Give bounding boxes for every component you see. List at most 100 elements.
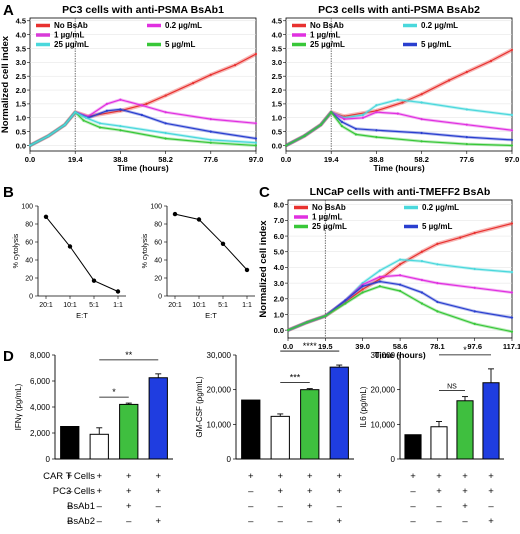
bar: [456, 400, 474, 460]
data-point: [209, 130, 212, 133]
y-tick-label: 40: [154, 258, 162, 265]
condition-sign: –: [462, 516, 468, 527]
significance-label: NS: [447, 384, 457, 391]
condition-sign: –: [248, 516, 254, 527]
x-tick-label: 39.0: [355, 342, 370, 351]
data-point: [396, 112, 399, 115]
data-point: [473, 286, 476, 289]
data-point: [82, 119, 85, 122]
y-axis-label: Normalized cell index: [0, 35, 11, 133]
data-point: [473, 231, 476, 235]
data-point: [465, 142, 468, 146]
data-point: [254, 144, 258, 147]
plot-frame: [285, 17, 513, 152]
data-point: [344, 299, 347, 302]
data-point: [378, 275, 381, 278]
data-point: [105, 102, 108, 105]
x-tick-label: 58.2: [414, 155, 429, 164]
data-point: [233, 64, 237, 67]
y-tick-label: 5.0: [274, 248, 284, 257]
x-tick-label: 0.0: [283, 342, 293, 351]
y-tick-label: 0: [46, 455, 51, 464]
y-tick-label: 0: [158, 294, 162, 301]
data-point: [361, 285, 364, 288]
y-tick-label: 7.0: [274, 216, 284, 225]
condition-sign: –: [337, 501, 343, 512]
chart-b1: 0 20 40 60 80 100 20:1 10:1 5:1 1:1 E:T % cytolysis: [13, 204, 126, 320]
legend-label: 0.2 µg/mL: [422, 203, 459, 212]
x-tick-label: 1:1: [113, 302, 123, 309]
data-point: [510, 48, 514, 51]
y-tick-label: 80: [154, 222, 162, 229]
data-point: [254, 122, 258, 125]
y-tick-label: 0.0: [16, 141, 26, 150]
data-point: [436, 310, 439, 313]
data-point: [303, 134, 306, 137]
y-tick-label: 4.5: [16, 17, 26, 26]
data-point: [459, 236, 462, 239]
y-tick-label: 0: [227, 455, 232, 464]
condition-table: CAR T Cells+ + + + + + + + + + + +PC3 Cells– + + + – + + +…: [43, 471, 494, 527]
data-point: [420, 250, 424, 253]
condition-sign: –: [248, 501, 254, 512]
x-tick-label: 20:1: [39, 302, 53, 309]
data-point: [164, 131, 167, 135]
condition-sign: –: [307, 516, 313, 527]
y-axis-label: GM-CSF (pg/mL): [195, 376, 204, 438]
y-tick-label: 40: [25, 258, 33, 265]
data-point: [361, 116, 364, 119]
y-tick-label: 2.5: [16, 72, 26, 81]
y-tick-label: 30,000: [207, 351, 232, 360]
data-point: [284, 144, 288, 147]
data-point: [145, 102, 148, 105]
data-point: [98, 126, 101, 129]
chart-a1: PC3 cells with anti-PSMA BsAb1 0.0 0.5 1.0 1…: [0, 4, 263, 173]
bar: [148, 377, 168, 460]
data-point: [47, 134, 50, 137]
legend-label: 1 µg/mL: [54, 31, 85, 40]
condition-sign: –: [278, 516, 284, 527]
y-tick-label: 80: [25, 222, 33, 229]
data-point: [172, 211, 178, 217]
y-tick-label: 4.0: [16, 30, 26, 39]
panel-label-d: D: [3, 348, 14, 365]
y-tick-label: 6.0: [274, 232, 284, 241]
data-point: [209, 141, 212, 144]
data-point: [436, 300, 439, 304]
data-point: [510, 222, 514, 225]
condition-sign: –: [67, 486, 73, 497]
condition-sign: +: [462, 501, 468, 512]
data-point: [473, 310, 476, 313]
y-tick-label: 10,000: [371, 420, 396, 429]
bar: [482, 382, 500, 460]
y-tick-label: 4.5: [272, 17, 282, 26]
x-tick-label: 38.8: [113, 155, 128, 164]
x-tick-label: 58.6: [393, 342, 408, 351]
data-point: [398, 263, 402, 266]
condition-sign: +: [126, 471, 132, 482]
data-point: [84, 116, 88, 119]
data-point: [254, 141, 258, 144]
data-point: [510, 291, 514, 294]
bar: [89, 433, 109, 460]
legend-label: 25 µg/mL: [312, 222, 347, 231]
data-point: [209, 138, 212, 142]
data-point: [420, 131, 423, 135]
condition-sign: +: [67, 471, 73, 482]
data-point: [119, 108, 122, 111]
legend-label: 0.2 µg/mL: [165, 21, 202, 30]
x-axis-label: E:T: [205, 311, 217, 320]
data-point: [378, 280, 381, 283]
data-point: [115, 289, 121, 294]
y-tick-label: 10,000: [207, 420, 232, 429]
x-tick-label: 38.8: [369, 155, 384, 164]
bar: [270, 415, 290, 460]
y-tick-label: 30,000: [371, 351, 396, 360]
data-point: [164, 137, 167, 140]
data-point: [140, 104, 143, 107]
y-tick-label: 3.0: [16, 58, 26, 67]
legend-label: No BsAb: [54, 21, 88, 30]
data-point: [510, 144, 514, 147]
significance-label: ****: [303, 341, 318, 351]
data-point: [140, 113, 143, 117]
